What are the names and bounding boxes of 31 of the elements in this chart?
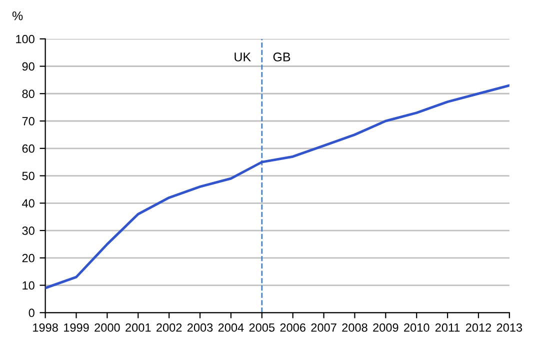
y-tick-label: 0 <box>28 308 34 318</box>
y-tick-label: 100 <box>16 34 34 44</box>
x-tick-label: 2000 <box>94 323 120 332</box>
x-tick-label: 1999 <box>64 323 89 332</box>
annotation: UK <box>234 52 251 62</box>
y-tick-label: 90 <box>22 62 34 71</box>
x-tick-label: 2010 <box>404 323 430 332</box>
y-tick-label: 50 <box>22 172 34 180</box>
line-series <box>45 84 510 290</box>
x-tick-label: 2008 <box>342 323 368 332</box>
annotation: GB <box>273 52 290 62</box>
x-tick-label: 2002 <box>156 323 182 332</box>
y-axis-title: % <box>12 11 23 20</box>
x-tick-label: 2001 <box>126 323 151 332</box>
y-tick-label: 10 <box>22 281 34 290</box>
x-tick-label: 2007 <box>311 323 336 332</box>
x-tick-label: 2013 <box>496 323 522 332</box>
x-tick-label: 2011 <box>435 323 460 332</box>
x-tick-label: 2005 <box>249 323 275 332</box>
x-tick-label: 1998 <box>33 323 58 332</box>
x-tick-label: 2009 <box>373 323 398 332</box>
x-tick-label: 2006 <box>280 323 306 332</box>
x-tick-label: 2003 <box>187 323 213 332</box>
y-tick-label: 40 <box>22 199 34 208</box>
y-tick-label: 60 <box>22 144 34 153</box>
y-tick-label: 80 <box>22 90 34 98</box>
x-tick-label: 2004 <box>218 323 244 332</box>
y-tick-label: 20 <box>22 254 34 262</box>
y-tick-label: 70 <box>22 117 34 126</box>
x-tick-label: 2012 <box>466 323 492 332</box>
y-tick-label: 30 <box>22 226 34 235</box>
